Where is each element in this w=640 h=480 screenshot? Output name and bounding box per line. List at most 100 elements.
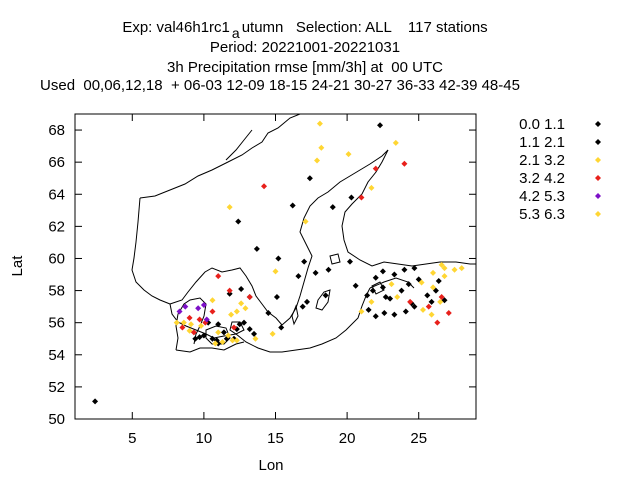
data-point-series-1	[402, 308, 409, 315]
data-point-series-3	[430, 284, 437, 291]
chart-title-period: Period: 20221001-20221031	[209, 39, 401, 56]
data-point-series-3	[318, 144, 325, 151]
data-point-series-4	[434, 319, 441, 326]
data-point-series-3	[238, 300, 245, 307]
data-point-series-1	[415, 276, 422, 283]
data-point-series-5	[203, 316, 210, 323]
data-point-series-3	[345, 151, 352, 158]
data-point-series-4	[407, 298, 414, 305]
data-point-series-3	[180, 319, 187, 326]
data-point-series-3	[269, 330, 276, 337]
data-point-series-3	[242, 305, 249, 312]
data-point-series-1	[381, 310, 388, 317]
data-point-series-3	[418, 279, 425, 286]
data-point-series-4	[401, 160, 408, 167]
data-point-series-3	[302, 218, 309, 225]
data-point-series-3	[458, 265, 465, 272]
data-point-series-4	[186, 314, 193, 321]
data-point-series-3	[451, 266, 458, 273]
data-point-series-2	[432, 287, 439, 294]
data-point-series-4	[230, 324, 237, 331]
y-tick-label: 66	[48, 154, 65, 171]
legend-label: 0.0 1.1	[519, 116, 565, 133]
plot-frame	[74, 113, 477, 420]
y-tick-label: 60	[48, 250, 65, 267]
data-point-series-1	[377, 122, 384, 129]
data-point-series-1	[215, 321, 222, 328]
data-point-series-1	[251, 330, 258, 337]
y-axis-label: Lat	[9, 255, 26, 277]
data-point-series-1	[312, 269, 319, 276]
y-tick-label: 62	[48, 218, 65, 235]
data-point-series-1	[352, 282, 359, 289]
title-experiment: Exp: val46h1rc1	[122, 19, 230, 36]
data-point-series-3	[368, 184, 375, 191]
legend-marker	[595, 211, 601, 217]
data-point-series-4	[215, 273, 222, 280]
data-point-series-3	[394, 294, 401, 300]
data-point-series-4	[246, 294, 253, 300]
data-point-series-3	[226, 204, 233, 211]
data-point-series-4	[425, 303, 432, 310]
x-tick-label: 20	[339, 430, 356, 447]
data-point-series-1	[346, 258, 353, 265]
data-point-series-3	[219, 338, 226, 345]
data-point-series-5	[182, 303, 189, 310]
x-tick-label: 10	[196, 430, 213, 447]
data-point-series-4	[261, 183, 268, 190]
data-point-series-1	[265, 310, 272, 317]
data-point-series-1	[301, 258, 308, 265]
y-tick-label: 54	[48, 347, 65, 364]
data-point-series-4	[209, 308, 216, 315]
data-point-series-1	[325, 266, 332, 273]
data-point-series-5	[200, 302, 207, 309]
legend-label: 3.2 4.2	[519, 170, 565, 187]
data-point-series-4	[445, 310, 452, 317]
data-point-series-1	[304, 298, 311, 305]
data-point-series-3	[188, 321, 195, 328]
legend: 0.0 1.11.1 2.12.1 3.23.2 4.24.2 5.35.3 6…	[519, 116, 601, 223]
data-point-series-3	[441, 273, 448, 280]
data-point-series-1	[382, 294, 389, 300]
x-axis-label: Lon	[258, 457, 283, 474]
data-point-series-1	[246, 326, 253, 333]
legend-marker	[595, 157, 601, 163]
x-tick-label: 15	[267, 430, 284, 447]
data-point-series-3	[314, 157, 321, 164]
data-point-series-1	[379, 268, 386, 275]
data-point-series-1	[411, 303, 418, 310]
data-point-series-5	[195, 305, 202, 312]
data-point-series-1	[275, 255, 282, 262]
data-point-series-4	[438, 294, 445, 300]
data-point-series-1	[299, 303, 306, 310]
x-tick-label: 5	[128, 430, 136, 447]
data-points	[92, 120, 465, 405]
data-point-series-3	[430, 269, 437, 276]
chart-title-forecast-ranges: Used 00,06,12,18 + 06-03 12-09 18-15 24-…	[40, 77, 520, 94]
data-point-series-3	[437, 298, 444, 305]
data-point-series-1	[391, 271, 398, 278]
data-point-series-2	[372, 313, 379, 320]
data-point-series-1	[289, 202, 296, 209]
data-point-series-3	[388, 281, 395, 288]
data-point-series-3	[428, 311, 435, 318]
data-point-series-3	[252, 335, 259, 342]
data-point-series-3	[441, 265, 448, 272]
legend-marker	[595, 175, 601, 181]
data-point-series-3	[198, 322, 205, 329]
data-point-series-4	[179, 324, 186, 331]
legend-label: 5.3 6.3	[519, 206, 565, 223]
data-point-series-1	[240, 319, 247, 326]
data-point-series-4	[196, 316, 203, 323]
y-tick-label: 58	[48, 283, 65, 300]
data-point-series-1	[295, 273, 302, 280]
data-point-series-5	[176, 308, 183, 315]
data-point-series-1	[238, 285, 245, 292]
data-point-series-3	[225, 332, 232, 339]
data-point-series-1	[322, 292, 329, 299]
y-tick-label: 64	[48, 186, 65, 203]
data-point-series-3	[272, 268, 279, 275]
data-point-series-3	[368, 298, 375, 305]
data-point-series-1	[235, 218, 242, 225]
data-point-series-1	[192, 335, 199, 342]
